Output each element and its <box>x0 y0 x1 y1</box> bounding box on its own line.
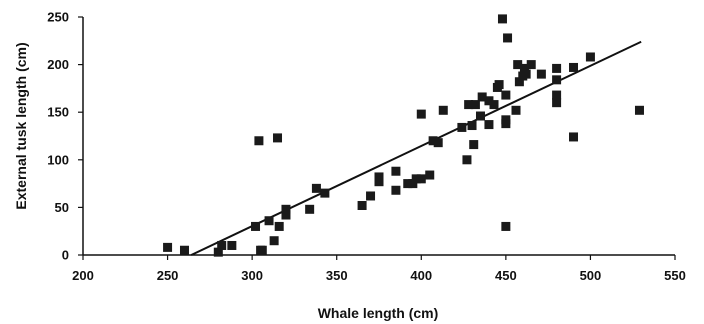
data-point <box>513 60 523 70</box>
data-point <box>305 204 315 214</box>
data-point <box>536 69 546 79</box>
data-point <box>634 105 644 115</box>
data-point <box>411 174 421 184</box>
data-point <box>251 221 261 231</box>
y-tick-label: 100 <box>47 152 69 167</box>
axes <box>78 16 676 260</box>
data-point <box>274 221 284 231</box>
x-tick-label: 450 <box>495 268 517 283</box>
data-point <box>213 247 223 257</box>
data-point <box>264 216 274 226</box>
data-point <box>281 204 291 214</box>
x-tick-label: 300 <box>241 268 263 283</box>
data-point <box>501 115 511 125</box>
data-point <box>217 240 227 250</box>
data-points <box>163 14 644 257</box>
data-point <box>457 122 467 132</box>
data-point <box>391 166 401 176</box>
data-point <box>552 75 562 85</box>
data-point <box>569 62 579 72</box>
data-point <box>403 179 413 189</box>
tick-labels: 200 250 300 350 400 450 500 550 0 50 100 150 200 250 <box>47 10 686 284</box>
data-point <box>521 69 531 79</box>
data-point <box>552 98 562 108</box>
data-point <box>357 200 367 210</box>
x-axis-title: Whale length (cm) <box>318 305 439 321</box>
data-point <box>281 210 291 220</box>
x-tick-label: 500 <box>580 268 602 283</box>
data-point <box>425 170 435 180</box>
y-tick-label: 150 <box>47 105 69 120</box>
data-point <box>585 52 595 62</box>
data-point <box>503 33 513 43</box>
y-tick-label: 250 <box>47 10 69 25</box>
data-point <box>494 80 504 90</box>
data-point <box>519 63 529 73</box>
data-point <box>257 245 267 255</box>
data-point <box>428 136 438 146</box>
data-point <box>438 105 448 115</box>
data-point <box>484 120 494 130</box>
data-point <box>497 14 507 24</box>
x-tick-label: 400 <box>410 268 432 283</box>
data-point <box>475 111 485 121</box>
y-axis-title: External tusk length (cm) <box>13 42 29 209</box>
data-point <box>366 191 376 201</box>
data-point <box>391 185 401 195</box>
data-point <box>374 172 384 182</box>
data-point <box>464 100 474 110</box>
data-point <box>320 188 330 198</box>
data-point <box>514 77 524 87</box>
data-point <box>552 63 562 73</box>
x-tick-label: 250 <box>157 268 179 283</box>
data-point <box>227 240 237 250</box>
data-point <box>511 105 521 115</box>
data-point <box>416 109 426 119</box>
data-point <box>273 133 283 143</box>
data-point <box>526 60 536 70</box>
data-point <box>179 245 189 255</box>
y-tick-label: 50 <box>55 200 69 215</box>
data-point <box>477 92 487 102</box>
x-tick-label: 350 <box>326 268 348 283</box>
data-point <box>163 242 173 252</box>
data-point <box>269 236 279 246</box>
data-point <box>467 121 477 131</box>
data-point <box>501 221 511 231</box>
data-point <box>254 136 264 146</box>
data-point <box>470 100 480 110</box>
data-point <box>462 155 472 165</box>
y-tick-label: 200 <box>47 57 69 72</box>
data-point <box>489 100 499 110</box>
x-tick-label: 200 <box>72 268 94 283</box>
data-point <box>484 96 494 106</box>
data-point <box>433 138 443 148</box>
x-tick-label: 550 <box>664 268 686 283</box>
y-tick-label: 0 <box>62 248 69 263</box>
data-point <box>469 140 479 150</box>
data-point <box>501 90 511 100</box>
data-point <box>374 177 384 187</box>
data-point <box>311 183 321 193</box>
data-point <box>416 174 426 184</box>
data-point <box>569 132 579 142</box>
data-point <box>408 179 418 189</box>
data-point <box>552 90 562 100</box>
